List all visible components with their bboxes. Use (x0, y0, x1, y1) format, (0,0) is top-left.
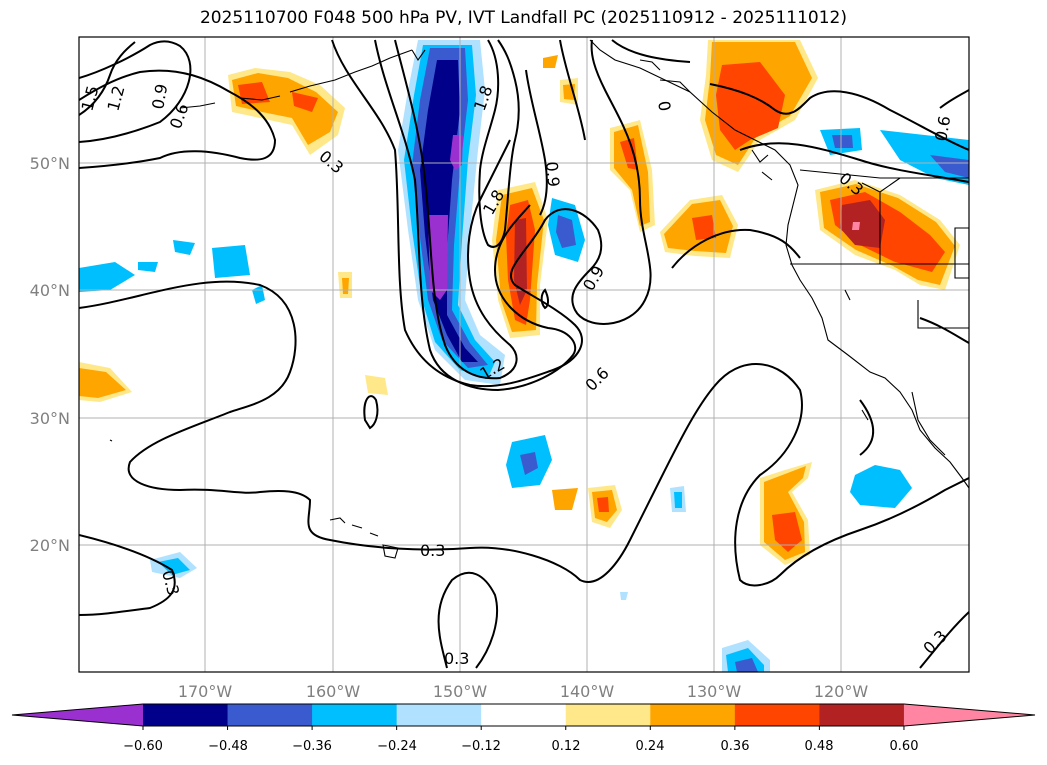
colorbar-tick-label: 0.48 (805, 739, 834, 754)
contour-label: 1.2 (104, 84, 129, 114)
colorbar-bin (396, 704, 482, 726)
colorbar-bin (565, 704, 651, 726)
contour-label: 0.3 (444, 649, 469, 668)
colorbar-bin (227, 704, 313, 726)
colorbar-tick-label: −0.24 (377, 739, 417, 754)
colorbar-tick-label: −0.36 (292, 739, 332, 754)
colorbar-bin (481, 704, 567, 726)
colorbar-bin (819, 704, 905, 726)
colorbar-tick-label: 0.24 (636, 739, 665, 754)
colorbar-tick-label: 0.12 (552, 739, 581, 754)
contour-label: 0.6 (931, 114, 954, 142)
lon-tick-label: 130°W (687, 682, 742, 701)
map-frame (78, 36, 970, 673)
contour-label: 0.9 (542, 161, 563, 188)
contour-label: 0.3 (919, 626, 950, 657)
pv-contours (79, 39, 969, 669)
colorbar (11, 703, 1036, 730)
colorbar-bin (650, 704, 736, 726)
colorbar-extend-left (12, 704, 143, 726)
map-gridlines (79, 37, 969, 672)
colorbar-tick-label: 0.36 (721, 739, 750, 754)
negative-pc-shading (79, 40, 969, 672)
colorbar-tick-label: −0.60 (123, 739, 163, 754)
lon-tick-label: 170°W (178, 682, 233, 701)
lat-tick-label: 20°N (30, 536, 70, 555)
longitude-labels: 170°W 160°W 150°W 140°W 130°W 120°W (178, 682, 869, 701)
colorbar-tick-label: −0.48 (208, 739, 248, 754)
colorbar-bin (734, 704, 820, 726)
contour-label: 0.9 (148, 82, 171, 110)
lon-tick-label: 160°W (306, 682, 361, 701)
contour-label: 0 (654, 99, 674, 112)
colorbar-extend-right (903, 704, 1035, 726)
latitude-labels: 20°N 30°N 40°N 50°N (30, 154, 70, 555)
lon-tick-label: 150°W (433, 682, 488, 701)
contour-label: 0.3 (420, 541, 445, 560)
colorbar-bin (312, 704, 398, 726)
colorbar-tick-label: 0.60 (890, 739, 919, 754)
lon-tick-label: 120°W (814, 682, 869, 701)
lon-tick-label: 140°W (560, 682, 615, 701)
contour-labels: 1.5 1.2 0.9 0.6 0.3 1.8 1.8 0.9 0.9 0.6 … (78, 82, 954, 668)
map-title: 2025110700 F048 500 hPa PV, IVT Landfall… (199, 8, 847, 28)
map-plot-area: 1.5 1.2 0.9 0.6 0.3 1.8 1.8 0.9 0.9 0.6 … (78, 37, 969, 672)
coastlines (109, 39, 969, 559)
contour-label: 0.6 (581, 363, 612, 394)
contour-label: 0.9 (579, 262, 608, 294)
colorbar-bin (143, 704, 229, 726)
contour-label: 1.5 (78, 84, 103, 114)
contour-label: 0.6 (166, 101, 193, 131)
contour-label: 0.3 (315, 147, 347, 178)
colorbar-tick-label: −0.12 (461, 739, 501, 754)
lat-tick-label: 50°N (30, 154, 70, 173)
lat-tick-label: 40°N (30, 281, 70, 300)
colorbar-labels: −0.60 −0.48 −0.36 −0.24 −0.12 0.12 0.24 … (123, 739, 918, 754)
lat-tick-label: 30°N (30, 409, 70, 428)
